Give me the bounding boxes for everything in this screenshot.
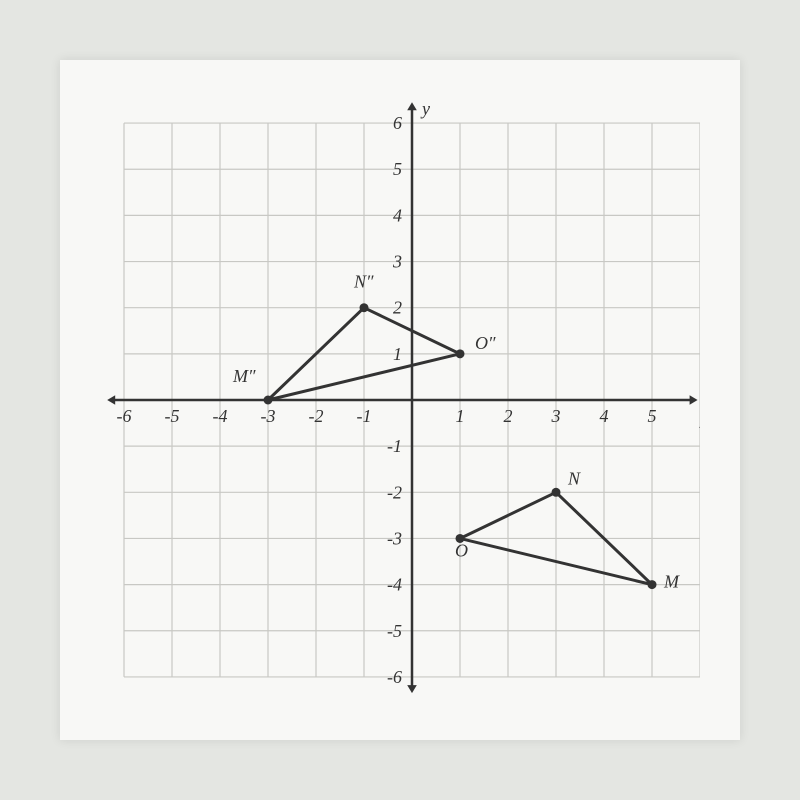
svg-text:2: 2 (504, 406, 513, 426)
svg-text:-1: -1 (387, 436, 402, 456)
svg-text:-2: -2 (387, 482, 402, 502)
svg-text:-1: -1 (357, 406, 372, 426)
svg-text:O″: O″ (475, 333, 496, 353)
svg-text:1: 1 (456, 406, 465, 426)
svg-text:-3: -3 (261, 406, 276, 426)
svg-text:-6: -6 (387, 667, 402, 687)
coordinate-plane: -6 -5 -4 -3 -2 -1 1 2 3 4 5 -6 -5 -4 -3 -2 -1 1 2 3 4 5 6 x y M″ N… (100, 100, 700, 700)
svg-text:6: 6 (393, 113, 402, 133)
svg-text:3: 3 (392, 252, 402, 272)
svg-text:-5: -5 (165, 406, 180, 426)
svg-text:N″: N″ (353, 272, 374, 292)
svg-text:2: 2 (393, 298, 402, 318)
svg-text:-4: -4 (213, 406, 228, 426)
svg-text:-2: -2 (309, 406, 324, 426)
svg-text:4: 4 (393, 205, 402, 225)
svg-text:1: 1 (393, 344, 402, 364)
svg-text:x: x (699, 412, 700, 432)
svg-text:-6: -6 (117, 406, 132, 426)
svg-text:5: 5 (648, 406, 657, 426)
svg-text:y: y (420, 100, 430, 119)
svg-text:M″: M″ (232, 366, 256, 386)
svg-text:O: O (455, 540, 468, 560)
svg-text:N: N (567, 468, 581, 488)
svg-text:5: 5 (393, 159, 402, 179)
svg-text:3: 3 (551, 406, 561, 426)
svg-text:M: M (663, 572, 680, 592)
svg-text:4: 4 (600, 406, 609, 426)
chart-container: -6 -5 -4 -3 -2 -1 1 2 3 4 5 -6 -5 -4 -3 -2 -1 1 2 3 4 5 6 x y M″ N… (60, 60, 740, 740)
svg-text:-5: -5 (387, 621, 402, 641)
svg-text:-3: -3 (387, 528, 402, 548)
svg-text:-4: -4 (387, 575, 402, 595)
